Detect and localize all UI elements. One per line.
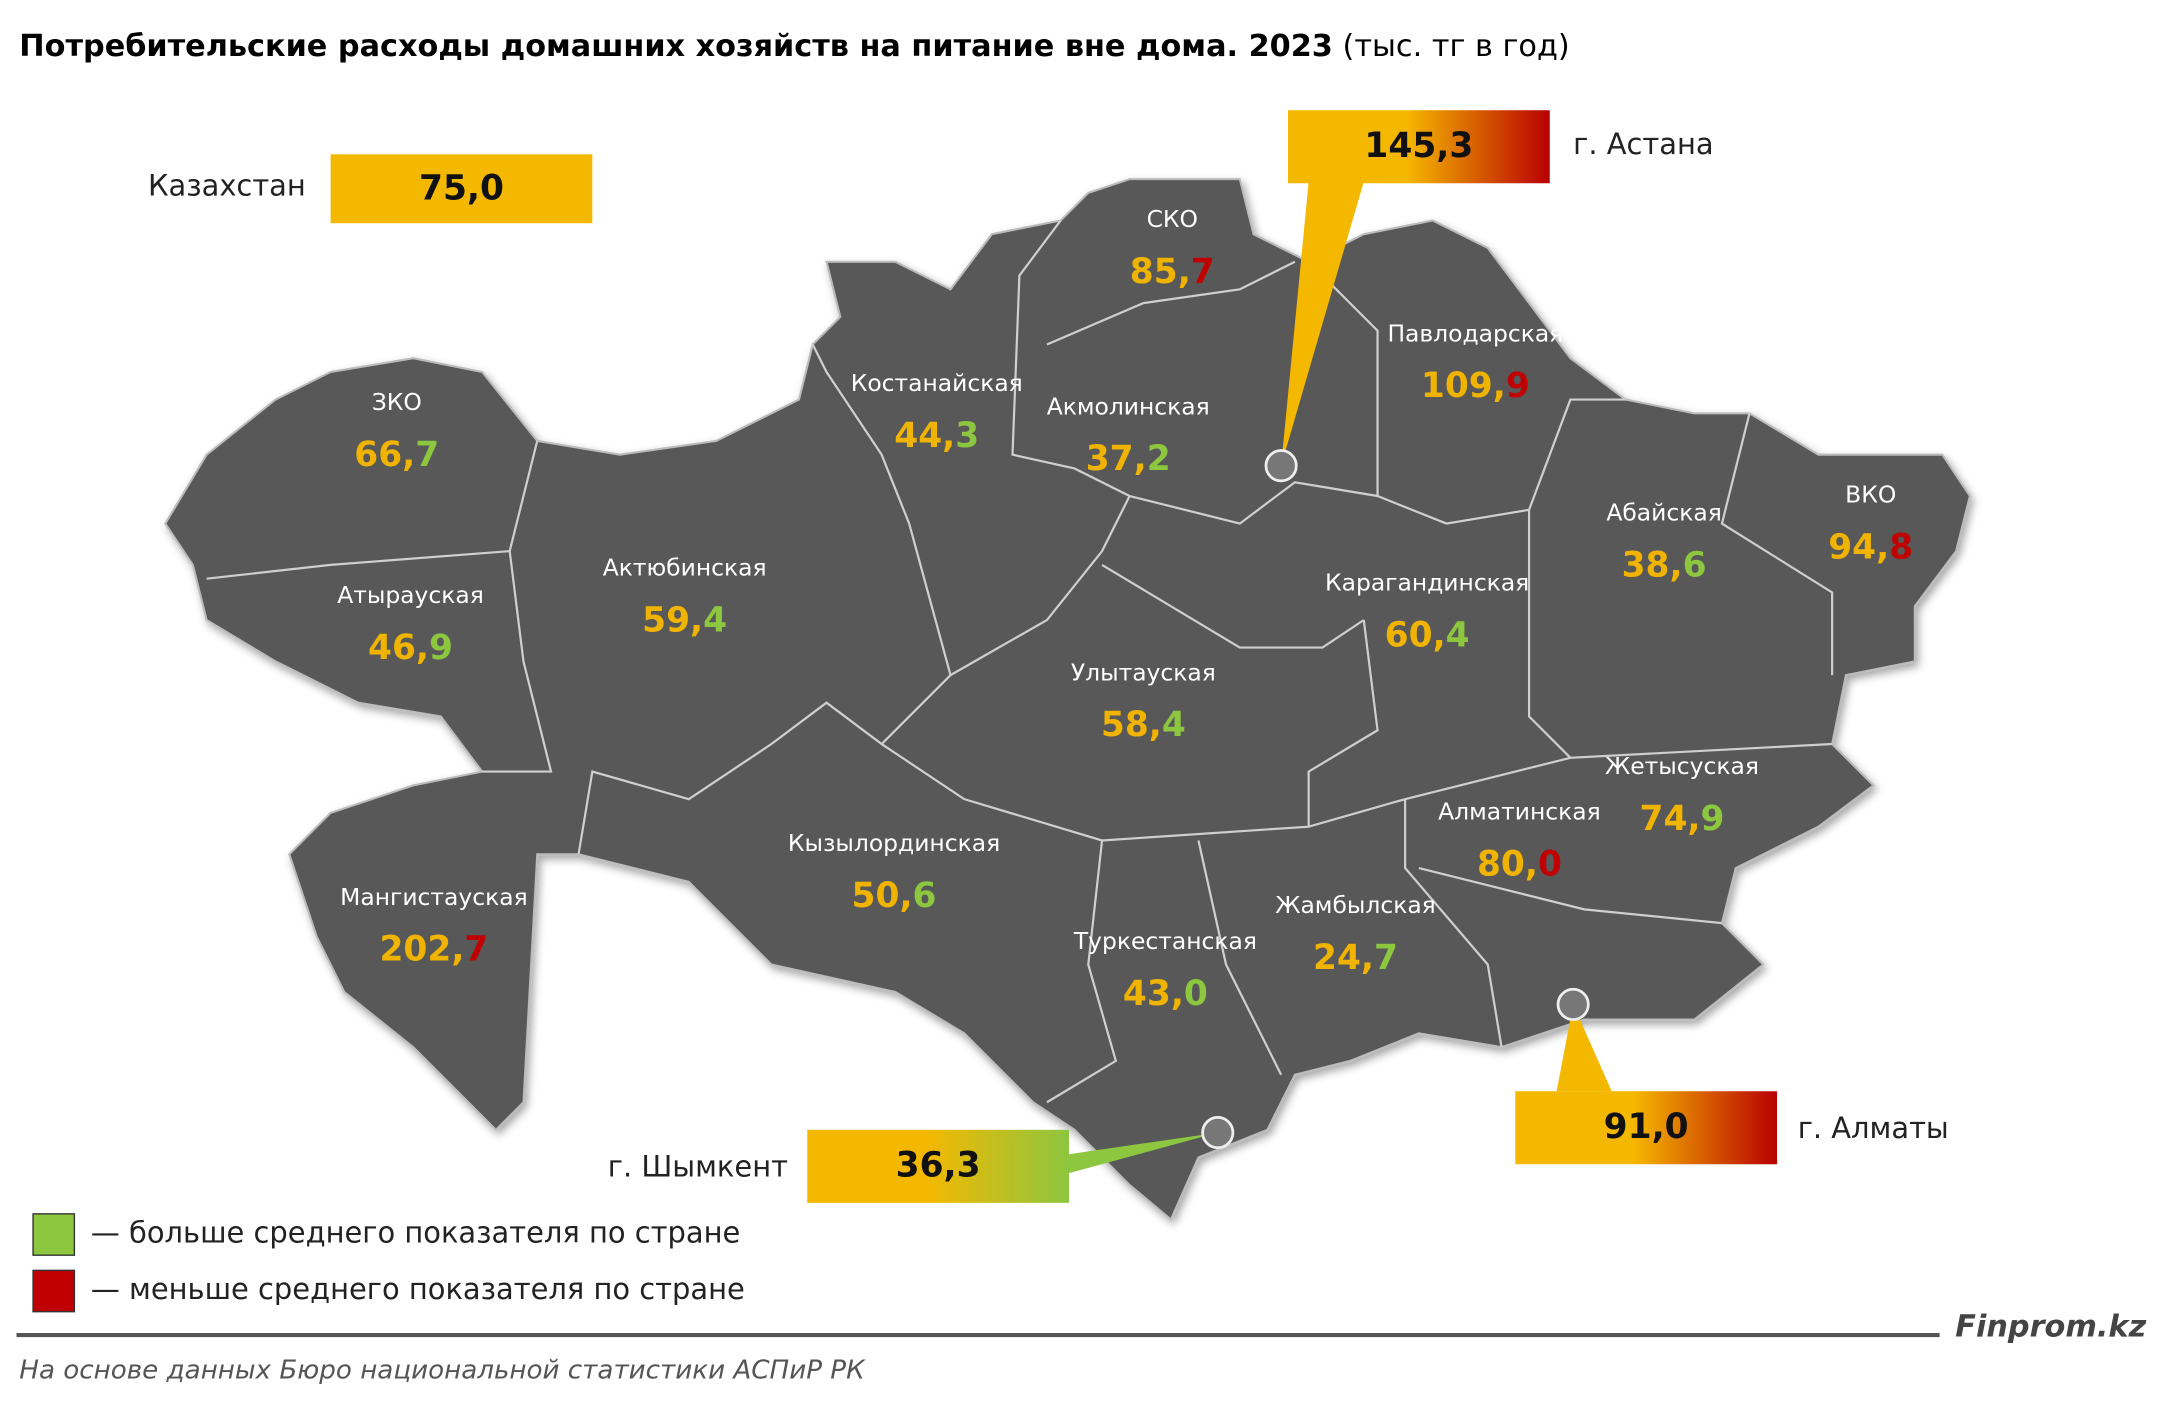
legend-label: — меньше среднего показателя по стране xyxy=(91,1272,745,1306)
city-label: г. Алматы xyxy=(1798,1111,1949,1145)
region-value: 74,9 xyxy=(1640,798,1725,838)
region-value: 94,8 xyxy=(1828,527,1913,567)
title: Потребительские расходы домашних хозяйст… xyxy=(19,28,1569,63)
region-value: 38,6 xyxy=(1622,545,1707,585)
region-value: 24,7 xyxy=(1313,937,1398,977)
region-name: Костанайская xyxy=(851,369,1023,397)
region-value: 50,6 xyxy=(852,875,937,915)
city-label: г. Шымкент xyxy=(608,1149,788,1183)
region-name: Абайская xyxy=(1606,498,1721,526)
title-text: Потребительские расходы домашних хозяйст… xyxy=(19,28,1333,63)
region-name: Атырауская xyxy=(337,581,484,609)
region-value: 37,2 xyxy=(1086,439,1171,479)
city-box xyxy=(1515,1091,1778,1165)
region-value: 80,0 xyxy=(1477,844,1562,884)
city-box xyxy=(807,1129,1069,1203)
region-name: Жетысуская xyxy=(1605,752,1759,780)
legend-label: — больше среднего показателя по стране xyxy=(91,1216,740,1250)
region-name: Туркестанская xyxy=(1073,927,1257,955)
city-value: 91,0 xyxy=(1604,1107,1689,1147)
city-dot xyxy=(1556,987,1590,1021)
region-value: 202,7 xyxy=(379,929,488,969)
region-value: 59,4 xyxy=(642,600,727,640)
region-name: Павлодарская xyxy=(1387,319,1563,347)
region-name: Актюбинская xyxy=(603,554,767,582)
city-label: г. Астана xyxy=(1573,127,1713,161)
national-value: 75,0 xyxy=(419,169,504,209)
national-label: Казахстан xyxy=(148,168,306,202)
region-name: ВКО xyxy=(1845,481,1896,509)
source: На основе данных Бюро национальной стати… xyxy=(19,1355,866,1385)
region-value: 43,0 xyxy=(1123,973,1208,1013)
city-dot xyxy=(1201,1116,1235,1150)
region-name: Кызылординская xyxy=(788,829,1000,857)
region-name: Мангистауская xyxy=(340,883,527,911)
country-outline xyxy=(164,178,1972,1222)
unit: (тыс. тг в год) xyxy=(1343,28,1570,63)
region-value: 60,4 xyxy=(1385,615,1470,655)
city-value: 145,3 xyxy=(1364,126,1473,166)
city-value: 36,3 xyxy=(896,1146,981,1186)
legend-swatch xyxy=(32,1213,76,1256)
region-value: 85,7 xyxy=(1130,251,1215,291)
legend-swatch xyxy=(32,1269,76,1313)
region-name: Акмолинская xyxy=(1047,392,1210,420)
city-dot xyxy=(1264,449,1298,483)
region-value: 58,4 xyxy=(1101,705,1186,745)
region-value: 66,7 xyxy=(354,435,439,475)
callout-tail xyxy=(1556,1004,1612,1092)
region-name: Алматинская xyxy=(1438,797,1601,825)
city-box xyxy=(1288,110,1550,184)
region-name: СКО xyxy=(1147,205,1198,233)
region-value: 46,9 xyxy=(368,627,453,667)
region-name: Жамбылская xyxy=(1275,891,1436,919)
region-name: ЗКО xyxy=(372,388,422,416)
region-name: Карагандинская xyxy=(1325,569,1529,597)
region-name: Улытауская xyxy=(1071,658,1216,686)
region-value: 44,3 xyxy=(894,415,979,455)
borders xyxy=(206,219,1834,1104)
brand: Finprom.kz xyxy=(1955,1310,2146,1345)
region-value: 109,9 xyxy=(1421,366,1530,406)
national-box xyxy=(330,154,593,224)
